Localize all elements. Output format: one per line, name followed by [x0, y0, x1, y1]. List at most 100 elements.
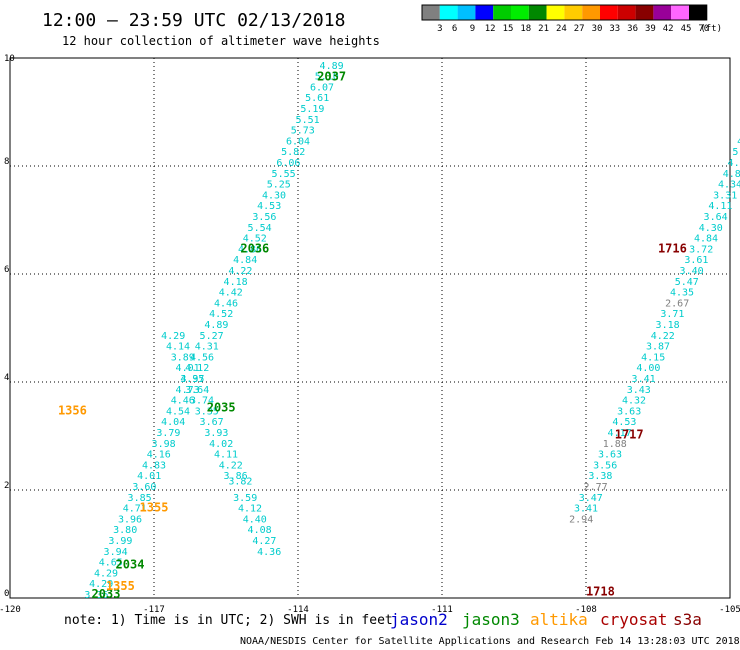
wave-height-point: 3.95	[180, 374, 204, 385]
wave-height-point: 4.08	[248, 525, 272, 536]
wave-height-point: 4.83	[142, 460, 166, 471]
track-id-label: 1716	[658, 241, 687, 255]
wave-height-point: 3.38	[588, 471, 612, 482]
footnote: note: 1) Time is in UTC; 2) SWH is in fe…	[64, 613, 393, 628]
wave-height-point: 3.56	[252, 212, 276, 223]
wave-height-point: 3.94	[104, 547, 128, 558]
y-tick-label: 10	[4, 54, 15, 64]
legend-swatch	[457, 5, 476, 20]
wave-height-point: 4.95	[728, 158, 740, 169]
legend-value: 45	[681, 24, 692, 34]
color-legend: 6 9 12 15 18 21 24 27 30 33 36 39 42 45 70(ft) 3	[421, 4, 722, 34]
wave-height-point: 4.30	[699, 223, 723, 234]
wave-height-point: 4.37	[180, 374, 204, 385]
wave-height-point: 3.31	[713, 190, 737, 201]
wave-height-point: 3.41	[574, 504, 598, 515]
wave-height-point: 4.42	[219, 288, 243, 299]
wave-height-point: 4.16	[147, 450, 171, 461]
wave-height-point: 5.27	[200, 331, 224, 342]
wave-height-point: 4.86	[723, 169, 740, 180]
legend-value: 6	[452, 24, 457, 34]
plot-frame	[9, 57, 731, 599]
legend-swatch	[422, 5, 440, 20]
wave-height-point: 4.52	[209, 309, 233, 320]
wave-height-point: 4.11	[214, 450, 238, 461]
credit-line: NOAA/NESDIS Center for Satellite Applica…	[240, 636, 740, 647]
legend-swatch	[671, 5, 689, 20]
wave-height-point: 4.29	[161, 331, 185, 342]
wave-height-point: 6.06	[276, 158, 300, 169]
wave-height-point: 5.55	[272, 169, 296, 180]
wave-height-point: 4.53	[257, 201, 281, 212]
wave-height-readings: 4.895.106.075.615.195.515.736.045.826.06…	[84, 61, 740, 601]
legend-value: 12	[485, 24, 496, 34]
wave-height-point: 5.73	[291, 126, 315, 137]
wave-height-point: 4.29	[89, 579, 113, 590]
legend-value: 39	[645, 24, 656, 34]
wave-height-point: 3.59	[233, 493, 257, 504]
wave-height-point: 4.01	[137, 471, 161, 482]
page-title: 12:00 – 23:59 UTC 02/13/2018	[42, 10, 345, 31]
wave-height-point: 3.80	[113, 525, 137, 536]
wave-height-point: 4.89	[204, 320, 228, 331]
wave-height-point: 4.31	[195, 342, 219, 353]
track-labels: 2037 2036 2035 2034 2033 1356 1355 1355 1716 1717…	[58, 70, 687, 601]
wave-height-point: 4.53	[612, 417, 636, 428]
wave-height-point: 3.43	[627, 385, 651, 396]
legend-swatch	[689, 5, 707, 20]
map-grid	[9, 57, 731, 599]
wave-height-point: 3.18	[656, 320, 680, 331]
wave-height-point: 4.65	[99, 558, 123, 569]
wave-height-point: 5.54	[248, 223, 272, 234]
wave-height-point: 3.71	[660, 309, 684, 320]
legend-value: 70	[698, 24, 709, 34]
satellite-name-altika: altika	[530, 610, 588, 629]
wave-height-point: 4.40	[243, 514, 267, 525]
legend-swatch	[653, 5, 672, 20]
wave-height-point: 2.94	[569, 514, 593, 525]
legend-value: 27	[574, 24, 585, 34]
legend-swatch	[600, 5, 618, 20]
wave-height-point: 3.47	[579, 493, 603, 504]
wave-height-point: 5.82	[281, 147, 305, 158]
wave-height-point: 5.25	[267, 180, 291, 191]
legend-swatch	[493, 5, 511, 20]
wave-height-point: 3.64	[704, 212, 728, 223]
track-id-label: 1355	[106, 579, 135, 593]
wave-height-point: 3.98	[152, 439, 176, 450]
wave-height-point: 4.11	[708, 201, 732, 212]
wave-height-point: 4.15	[641, 352, 665, 363]
wave-height-point: 4.54	[166, 406, 190, 417]
wave-height-point: 2.67	[665, 298, 689, 309]
wave-height-point: 3.56	[593, 460, 617, 471]
y-tick-label: 0	[4, 589, 9, 599]
legend-swatch	[635, 5, 654, 20]
wave-height-point: 5.61	[305, 93, 329, 104]
wave-height-point: 4.12	[185, 363, 209, 374]
satellite-legend: jason2 jason3 altika cryosat s3a	[390, 610, 702, 629]
track-id-label: 2036	[240, 241, 269, 255]
wave-height-point: 4.84	[694, 234, 718, 245]
legend-swatch	[617, 5, 636, 20]
wave-height-point: 4.46	[214, 298, 238, 309]
track-id-label: 1718	[586, 584, 615, 598]
wave-height-point: 3.72	[689, 244, 713, 255]
wave-height-point: 3.79	[156, 428, 180, 439]
legend-value: 21	[538, 24, 549, 34]
x-tick-label: -108	[575, 605, 597, 615]
y-tick-label: 4	[4, 373, 9, 383]
wave-height-point: 4.84	[233, 255, 257, 266]
track-id-label: 2037	[317, 70, 346, 84]
wave-height-point: 4.56	[190, 352, 214, 363]
wave-height-point: 3.85	[128, 493, 152, 504]
legend-value: 30	[592, 24, 603, 34]
wave-height-point: 3.74	[190, 396, 214, 407]
y-tick-label: 2	[4, 481, 9, 491]
wave-height-point: 3.99	[108, 536, 132, 547]
x-tick-label: -120	[0, 605, 21, 615]
wave-height-point: 3.63	[598, 450, 622, 461]
wave-height-point: 3.87	[646, 342, 670, 353]
wave-height-point: 3.82	[228, 477, 252, 488]
